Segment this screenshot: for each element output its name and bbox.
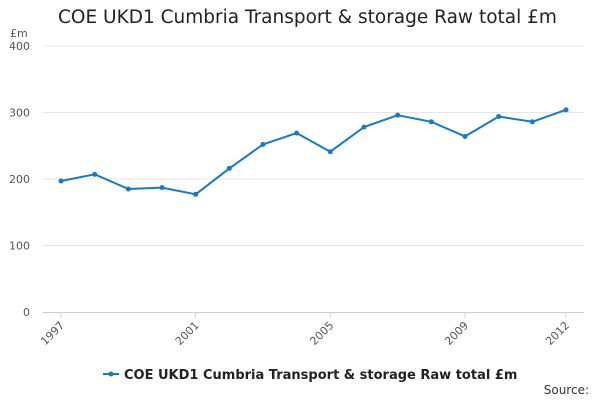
data-point[interactable] xyxy=(92,171,98,177)
x-tick-label: 2001 xyxy=(173,319,202,348)
y-axis: 0 100 200 300 400£m xyxy=(9,27,30,319)
data-point[interactable] xyxy=(462,133,468,139)
data-point[interactable] xyxy=(496,113,502,119)
y-tick-label: 300 xyxy=(9,107,30,120)
series-layer xyxy=(58,107,569,197)
data-point[interactable] xyxy=(58,178,64,184)
data-point[interactable] xyxy=(529,119,535,125)
data-point[interactable] xyxy=(294,130,300,136)
data-point[interactable] xyxy=(563,107,569,113)
chart-title: COE UKD1 Cumbria Transport & storage Raw… xyxy=(58,7,557,28)
x-tick-label: 2012 xyxy=(543,319,572,348)
data-point[interactable] xyxy=(125,186,131,192)
y-tick-label: 0 xyxy=(23,306,30,319)
y-tick-label: 400 xyxy=(9,40,30,53)
data-point[interactable] xyxy=(361,124,367,130)
x-tick-label: 1997 xyxy=(38,319,67,348)
data-point[interactable] xyxy=(226,165,232,171)
data-point[interactable] xyxy=(327,149,333,155)
legend[interactable]: COE UKD1 Cumbria Transport & storage Raw… xyxy=(103,368,517,383)
data-point[interactable] xyxy=(260,141,266,147)
legend-label[interactable]: COE UKD1 Cumbria Transport & storage Raw… xyxy=(124,368,517,383)
y-axis-unit-label: £m xyxy=(10,27,28,40)
x-tick-label: 2009 xyxy=(442,319,471,348)
data-point[interactable] xyxy=(159,185,165,191)
y-tick-label: 200 xyxy=(9,173,30,186)
x-axis: 1997 2001 2005 2009 2012 xyxy=(38,312,584,348)
y-tick-label: 100 xyxy=(9,240,30,253)
legend-marker xyxy=(108,371,114,377)
gridlines xyxy=(43,45,584,246)
data-point[interactable] xyxy=(395,112,401,118)
source-label: Source: xyxy=(544,383,589,397)
series-line xyxy=(60,108,567,196)
x-tick-label: 2005 xyxy=(307,319,336,348)
data-point[interactable] xyxy=(428,119,434,125)
data-point[interactable] xyxy=(193,191,199,197)
